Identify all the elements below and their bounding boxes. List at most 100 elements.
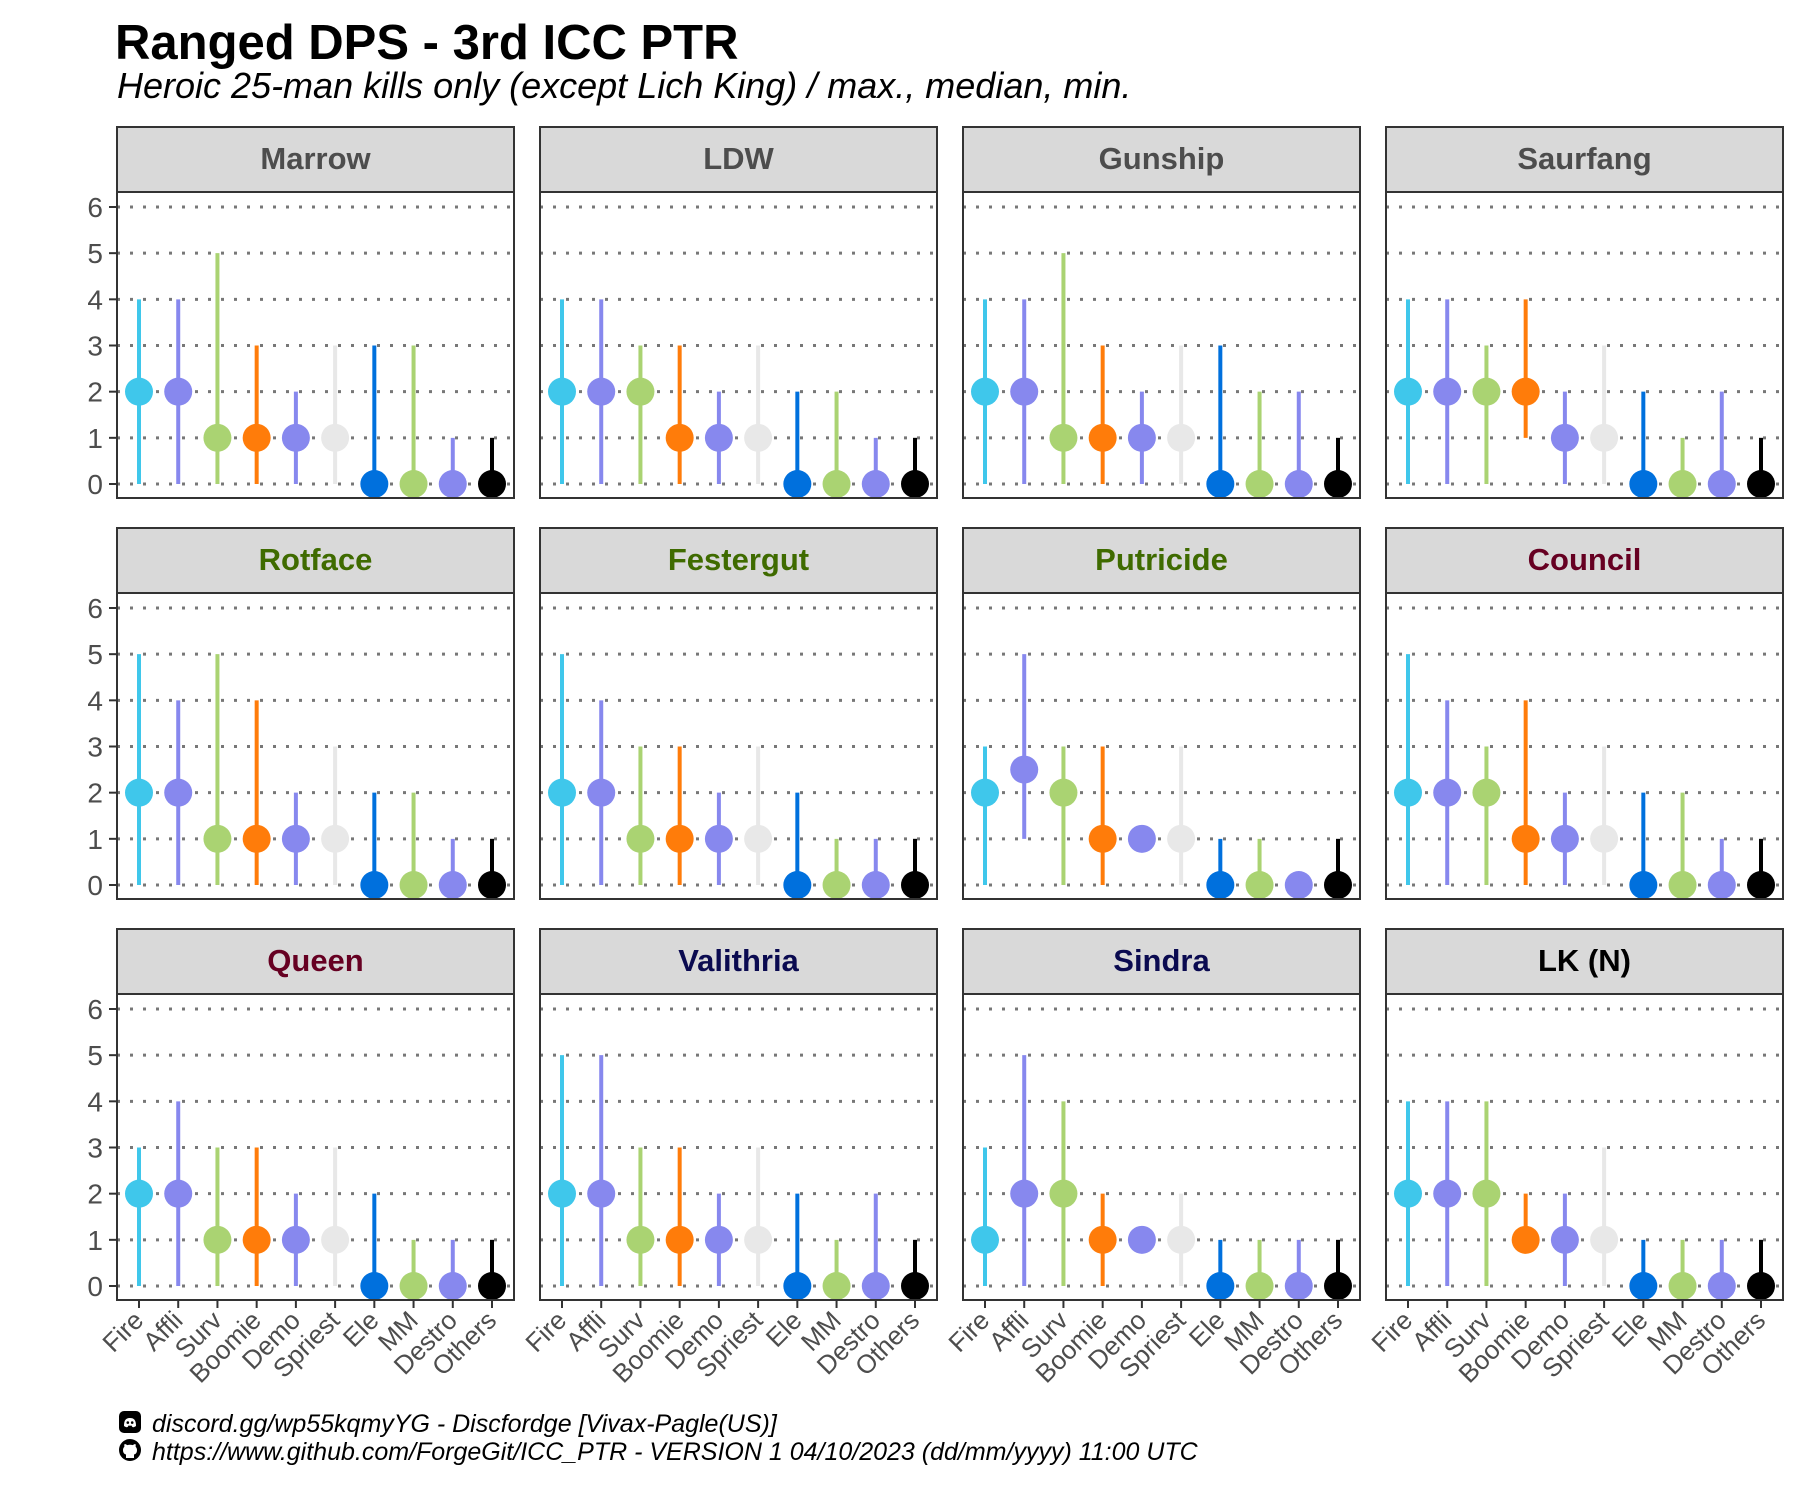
median-point [1284,1272,1313,1300]
facet-strip-label: LDW [703,141,774,176]
facet-frame [539,191,938,499]
facet-panel-7: Council [1385,527,1784,900]
median-point [1511,1225,1540,1254]
y-tick-label: 5 [87,1040,103,1071]
chart-subtitle: Heroic 25-man kills only (except Lich Ki… [117,65,1131,106]
median-point [281,1225,310,1254]
facet-strip-label: Gunship [1099,141,1225,176]
median-point [1284,871,1313,899]
median-point [1433,778,1462,807]
median-point [665,824,694,853]
median-point [1590,824,1619,853]
median-point [438,871,467,899]
median-point [1088,1225,1117,1254]
facet-panel-11: LK (N)FireAffliSurvBoomieDemoSpriestEleM… [1365,928,1784,1389]
facet-strip [116,928,515,995]
median-point [665,1225,694,1254]
facet-strip [962,527,1361,594]
median-point [744,1225,773,1254]
discord-icon [119,1411,141,1433]
y-tick-label: 0 [87,469,103,500]
median-point [626,824,655,853]
y-tick-label: 6 [87,593,103,624]
median-point [1433,377,1462,406]
footer-github-text: https://www.github.com/ForgeGit/ICC_PTR … [152,1438,1198,1466]
facet-frame [962,993,1361,1301]
median-point [1206,470,1235,498]
median-point [242,824,271,853]
median-point [478,470,506,498]
facet-strip [116,126,515,193]
median-point [822,470,851,498]
median-point [1049,1179,1078,1208]
facet-strip-label: Festergut [668,542,809,577]
facet-strip [539,126,938,193]
median-point [822,871,851,899]
median-point [360,1272,389,1300]
facet-frame [539,993,938,1301]
median-point [548,778,576,807]
median-point [1629,470,1658,498]
facet-panel-10: SindraFireAffliSurvBoomieDemoSpriestEleM… [942,928,1361,1389]
facet-panel-3: Saurfang [1385,126,1784,499]
median-point [1010,755,1039,784]
facet-panel-1: LDW [539,126,938,499]
median-point [861,871,890,899]
median-point [1707,1272,1736,1300]
median-point [1472,1179,1501,1208]
median-point [1394,377,1422,406]
y-tick-label: 3 [87,331,103,362]
median-point [626,1225,655,1254]
y-tick-label: 1 [87,423,103,454]
median-point [164,778,193,807]
median-point [125,377,153,406]
median-point [399,470,428,498]
median-point [164,377,193,406]
median-point [901,470,929,498]
y-tick-label: 1 [87,1225,103,1256]
facet-strip [1385,928,1784,995]
chart-title: Ranged DPS - 3rd ICC PTR [115,16,738,70]
median-point [704,1225,733,1254]
median-point [548,377,576,406]
median-point [783,470,812,498]
median-point [321,824,350,853]
y-tick-label: 2 [87,1179,103,1210]
median-point [203,824,232,853]
median-point [1747,470,1775,498]
facet-frame [1385,592,1784,900]
facet-panel-0: Marrow 0 1 2 3 4 5 6 [87,126,515,500]
median-point [321,423,350,452]
median-point [1511,824,1540,853]
median-point [665,423,694,452]
facet-panel-4: Rotface 0 1 2 3 4 5 6 [87,527,515,901]
median-point [861,470,890,498]
median-point [1245,871,1274,899]
median-point [360,871,389,899]
y-tick-label: 4 [87,1086,103,1117]
median-point [1747,871,1775,899]
y-tick-label: 0 [87,1271,103,1302]
facet-strip-label: Valithria [678,943,799,978]
median-point [1433,1179,1462,1208]
median-point [1324,871,1352,899]
facet-strip [539,928,938,995]
median-point [901,871,929,899]
median-point [1127,423,1156,452]
median-point [626,377,655,406]
y-tick-label: 0 [87,870,103,901]
median-point [1590,423,1619,452]
median-point [478,871,506,899]
median-point [587,1179,616,1208]
facet-frame [539,592,938,900]
median-point [1167,1225,1196,1254]
median-point [971,377,999,406]
median-point [438,1272,467,1300]
median-point [822,1272,851,1300]
median-point [1668,871,1697,899]
median-point [1668,470,1697,498]
median-point [164,1179,193,1208]
median-point [242,423,271,452]
median-point [1167,824,1196,853]
